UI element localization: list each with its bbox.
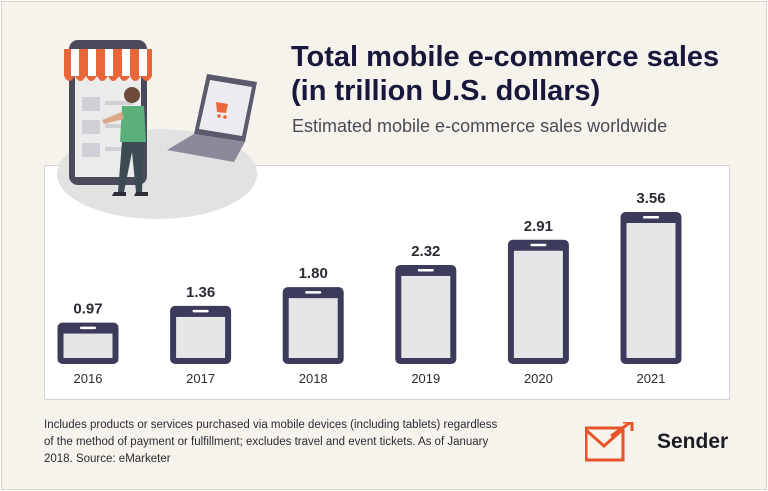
data-label: 3.56 [636, 190, 665, 207]
phone-screen [401, 275, 451, 358]
footnote: Includes products or services purchased … [44, 419, 498, 465]
x-tick-label: 2020 [524, 371, 553, 386]
x-tick-label: 2018 [299, 371, 328, 386]
x-tick-label: 2016 [74, 371, 103, 386]
data-label: 1.36 [186, 284, 215, 301]
brand-name: Sender [657, 430, 729, 453]
x-tick-label: 2021 [637, 371, 666, 386]
chart-title-line1: Total mobile e-commerce sales [291, 41, 720, 73]
chart-title-line2: (in trillion U.S. dollars) [291, 75, 601, 107]
x-tick-label: 2019 [411, 371, 440, 386]
online-shopping-illustration [57, 40, 257, 219]
data-label: 1.80 [299, 265, 328, 282]
phone-screen [176, 316, 226, 358]
data-label: 2.91 [524, 218, 553, 235]
phone-speaker [305, 291, 322, 294]
phone-speaker [192, 309, 209, 313]
phone-speaker [530, 243, 547, 247]
bar-2017 [170, 305, 232, 364]
phone-screen [288, 298, 338, 358]
bar-2020 [507, 239, 569, 364]
phone-screen [626, 223, 676, 358]
bar-2019 [395, 264, 457, 364]
phone-speaker [643, 216, 659, 219]
chart-title: Total mobile e-commerce sales (in trilli… [291, 40, 751, 108]
data-label: 0.97 [73, 301, 102, 318]
data-label: 2.32 [411, 243, 440, 260]
x-tick-label: 2017 [186, 371, 215, 386]
envelope-arrow-icon [585, 422, 634, 462]
phone-screen [63, 333, 113, 358]
chart-subtitle: Estimated mobile e-commerce sales worldw… [292, 116, 668, 136]
phone-screen [513, 250, 563, 358]
bar-2018 [282, 287, 344, 364]
phone-speaker [417, 268, 434, 272]
phone-speaker [80, 326, 96, 330]
bar-2021 [620, 212, 682, 364]
bar-2016 [57, 322, 119, 364]
